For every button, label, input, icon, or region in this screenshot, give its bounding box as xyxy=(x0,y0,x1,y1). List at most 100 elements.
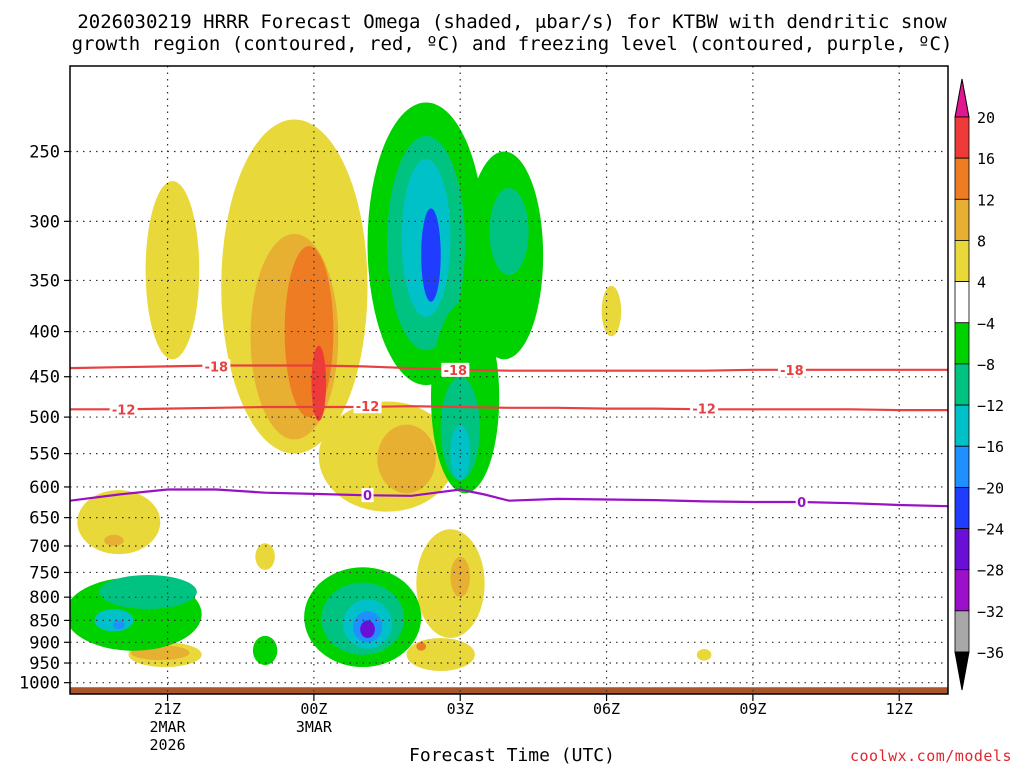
colorbar-swatch-4 xyxy=(954,281,970,324)
plot-frame xyxy=(69,65,949,695)
colorbar-label-6: −8 xyxy=(977,356,995,374)
y-tick-label-600: 600 xyxy=(29,478,60,498)
colorbar-label-1: 16 xyxy=(977,150,995,168)
ground-surface xyxy=(70,687,948,694)
axes: 2503003504004505005506006507007508008509… xyxy=(19,65,949,754)
omega-region-31 xyxy=(252,635,278,666)
contour-line-1 xyxy=(70,405,948,412)
colorbar-over-arrow xyxy=(954,78,970,118)
y-tick-label-950: 950 xyxy=(29,654,60,674)
omega-region-10 xyxy=(377,424,436,494)
colorbar-swatch-1 xyxy=(954,157,970,200)
y-tick-label-550: 550 xyxy=(29,445,60,465)
colorbar-label-4: 4 xyxy=(977,274,986,292)
contour-label-bg-0-2 xyxy=(777,362,806,377)
omega-region-30 xyxy=(112,620,125,630)
y-tick-label-300: 300 xyxy=(29,212,60,232)
colorbar-swatch-0 xyxy=(954,116,970,159)
y-tick-label-450: 450 xyxy=(29,368,60,388)
contour-label-1-2: -12 xyxy=(692,403,716,418)
x-tick-label-03Z: 03Z xyxy=(447,700,474,718)
y-tick-label-800: 800 xyxy=(29,588,60,608)
y-tick-label-750: 750 xyxy=(29,563,60,583)
colorbar-label-7: −12 xyxy=(977,397,1004,415)
y-tick-label-900: 900 xyxy=(29,633,60,653)
colorbar-under-arrow xyxy=(954,651,970,691)
y-tick-label-350: 350 xyxy=(29,271,60,291)
contour-label-bg-1-0 xyxy=(109,402,138,417)
colorbar-label-5: −4 xyxy=(977,315,995,333)
x-tick-label-00Z: 00Z xyxy=(300,700,327,718)
colorbar-swatch-9 xyxy=(954,486,970,529)
contour-label-bg-2-1 xyxy=(795,494,808,509)
contour-label-bg-0-1 xyxy=(441,362,470,377)
contour-label-bg-2-0 xyxy=(361,488,374,503)
x-tick-label-12Z: 12Z xyxy=(886,700,913,718)
omega-region-14 xyxy=(416,642,427,651)
y-tick-label-250: 250 xyxy=(29,142,60,162)
omega-region-1 xyxy=(77,490,161,555)
omega-region-16 xyxy=(601,285,622,337)
colorbar-swatch-6 xyxy=(954,363,970,406)
contour-label-0-2: -18 xyxy=(780,364,804,379)
contour-label-1-1: -12 xyxy=(356,400,380,415)
omega-region-8 xyxy=(311,345,327,421)
y-tick-label-1000: 1000 xyxy=(19,674,60,694)
colorbar-label-12: −32 xyxy=(977,603,1004,621)
omega-shading xyxy=(70,102,948,694)
chart-title-line-1: 2026030219 HRRR Forecast Omega (shaded, … xyxy=(77,11,947,33)
contour-label-2-1: 0 xyxy=(797,496,806,511)
colorbar: 20 16 12 8 4 −4 −8 −12 −16 −20 −24 −28 −32 −36 xyxy=(954,78,1004,691)
omega-region-0 xyxy=(145,180,200,360)
contour-label-2-0: 0 xyxy=(363,489,372,504)
x-tick-sublabel-21Z-1: 2026 xyxy=(149,736,185,754)
omega-region-17 xyxy=(696,649,712,661)
omega-region-26 xyxy=(450,424,470,481)
contour-label-bg-1-2 xyxy=(690,401,719,416)
x-tick-label-21Z: 21Z xyxy=(154,700,181,718)
y-tick-label-400: 400 xyxy=(29,323,60,343)
x-tick-label-06Z: 06Z xyxy=(593,700,620,718)
chart-title-line-2: growth region (contoured, red, ºC) and f… xyxy=(71,33,953,55)
omega-region-13 xyxy=(406,638,475,672)
omega-region-36 xyxy=(360,620,375,639)
colorbar-swatch-2 xyxy=(954,198,970,241)
credit-text: coolwx.com/models xyxy=(849,747,1012,765)
colorbar-label-10: −24 xyxy=(977,521,1004,539)
x-axis-label: Forecast Time (UTC) xyxy=(409,745,615,766)
contour-label-0-1: -18 xyxy=(444,364,468,379)
colorbar-swatch-11 xyxy=(954,569,970,612)
colorbar-swatch-7 xyxy=(954,404,970,447)
grid-lines xyxy=(70,66,948,694)
contour-label-bg-1-1 xyxy=(353,399,382,414)
omega-region-29 xyxy=(94,608,134,632)
omega-region-12 xyxy=(450,556,470,598)
colorbar-label-9: −20 xyxy=(977,479,1004,497)
omega-region-23 xyxy=(489,188,529,275)
x-tick-label-09Z: 09Z xyxy=(739,700,766,718)
omega-region-11 xyxy=(416,529,485,639)
colorbar-label-0: 20 xyxy=(977,109,995,127)
omega-region-21 xyxy=(421,208,441,302)
omega-region-2 xyxy=(104,534,124,547)
colorbar-label-8: −16 xyxy=(977,438,1004,456)
colorbar-label-3: 8 xyxy=(977,232,986,250)
contour-label-0-0: -18 xyxy=(205,360,229,375)
colorbar-swatch-12 xyxy=(954,610,970,653)
colorbar-label-13: −36 xyxy=(977,644,1004,662)
colorbar-swatch-8 xyxy=(954,445,970,488)
omega-region-28 xyxy=(99,574,197,609)
colorbar-label-11: −28 xyxy=(977,562,1004,580)
temperature-contours: -18 -18 -18 -12 -12 -12 0 0 xyxy=(70,359,948,511)
contour-line-2 xyxy=(70,488,948,508)
y-tick-label-850: 850 xyxy=(29,611,60,631)
y-tick-label-500: 500 xyxy=(29,408,60,428)
omega-region-15 xyxy=(255,543,275,570)
x-tick-sublabel-21Z-0: 2MAR xyxy=(149,718,186,736)
colorbar-label-2: 12 xyxy=(977,191,995,209)
colorbar-swatch-5 xyxy=(954,322,970,365)
y-tick-label-650: 650 xyxy=(29,509,60,529)
y-tick-label-700: 700 xyxy=(29,537,60,557)
colorbar-swatch-10 xyxy=(954,528,970,571)
